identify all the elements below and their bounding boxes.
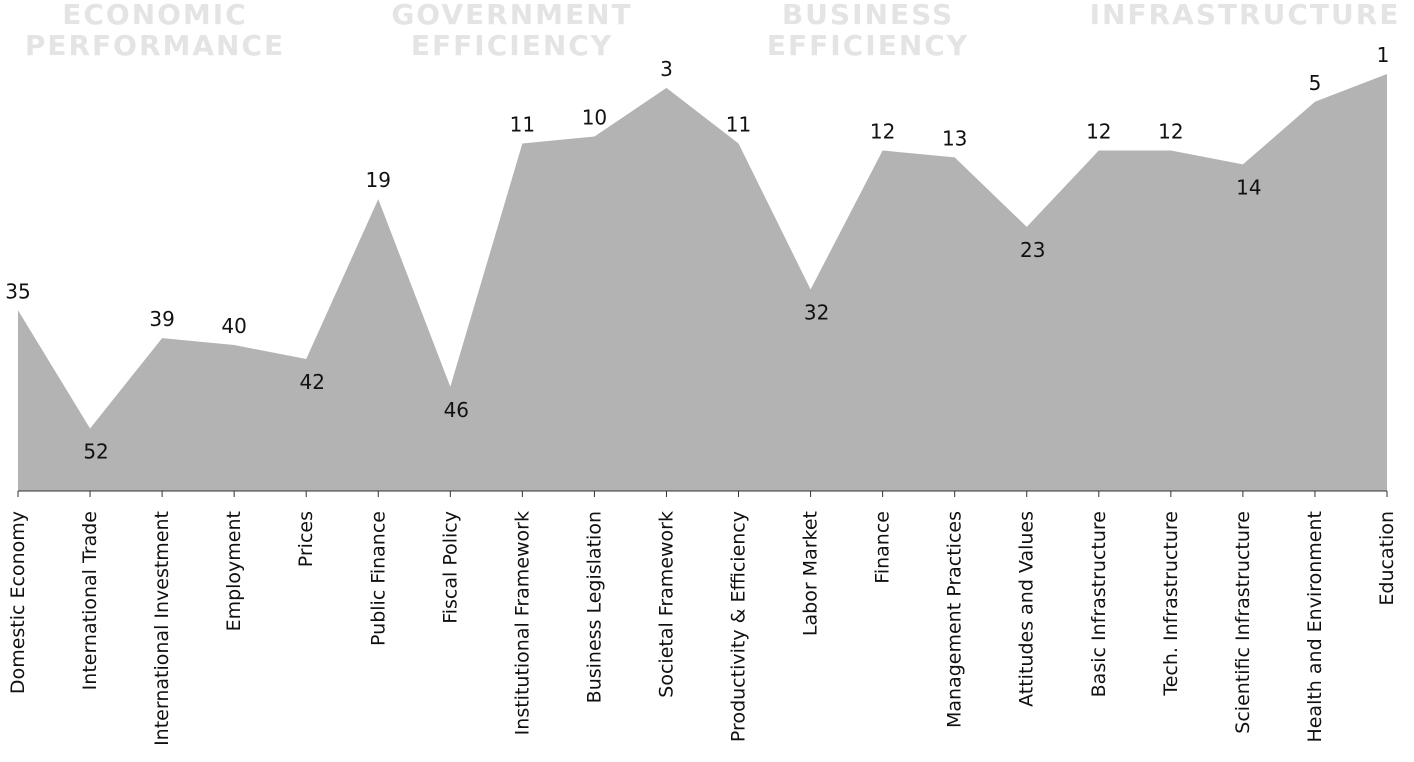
data-label: 5 <box>1309 71 1322 95</box>
category-label: Labor Market <box>800 511 822 636</box>
category-label: Employment <box>223 511 245 631</box>
x-axis <box>17 490 1388 497</box>
category-label: Institutional Framework <box>511 511 533 735</box>
category-label: Fiscal Policy <box>439 511 461 624</box>
area-series <box>18 74 1387 491</box>
group-title-1-line-2: PERFORMANCE <box>25 29 285 62</box>
data-label: 13 <box>942 126 967 150</box>
category-labels: Domestic Economy International Trade Inter… <box>7 511 1398 746</box>
data-label: 11 <box>510 113 535 137</box>
data-label: 46 <box>444 398 469 422</box>
category-label: International Trade <box>79 511 101 690</box>
data-label: 12 <box>1086 119 1111 143</box>
data-label: 23 <box>1020 238 1045 262</box>
data-label: 32 <box>804 300 829 324</box>
category-label: Domestic Economy <box>7 511 29 694</box>
data-label: 19 <box>366 168 391 192</box>
group-title-2-line-1: GOVERNMENT <box>391 0 632 31</box>
group-title-1-line-1: ECONOMIC <box>62 0 248 31</box>
data-label: 3 <box>660 57 673 81</box>
category-label: Prices <box>295 511 317 567</box>
group-title-3-line-1: BUSINESS <box>782 0 954 31</box>
group-title-4-line-1: INFRASTRUCTURE <box>1090 0 1401 31</box>
data-label: 10 <box>582 106 607 130</box>
data-labels: 35 52 39 40 42 19 46 11 10 3 11 32 12 13 23 12 12 14 5 1 <box>5 43 1389 463</box>
data-label: 39 <box>149 307 174 331</box>
data-label: 35 <box>5 279 30 303</box>
data-label: 42 <box>299 370 324 394</box>
area-plot <box>18 74 1387 491</box>
category-label: Finance <box>872 511 894 584</box>
category-label: Scientific Infrastructure <box>1232 511 1254 734</box>
category-label: Education <box>1376 511 1398 606</box>
category-label: Societal Framework <box>655 511 677 698</box>
data-label: 12 <box>1158 119 1183 143</box>
group-title-2-line-2: EFFICIENCY <box>411 29 613 62</box>
data-label: 12 <box>870 119 895 143</box>
data-label: 1 <box>1377 43 1390 67</box>
category-label: Health and Environment <box>1304 511 1326 743</box>
category-label: Business Legislation <box>583 511 605 703</box>
group-title-3-line-2: EFFICIENCY <box>767 29 969 62</box>
category-label: International Investment <box>151 511 173 746</box>
category-label: Tech. Infrastructure <box>1160 511 1182 697</box>
category-label: Basic Infrastructure <box>1088 511 1110 697</box>
data-label: 52 <box>83 439 108 463</box>
data-label: 14 <box>1236 175 1261 199</box>
data-label: 11 <box>726 113 751 137</box>
category-label: Productivity & Efficiency <box>728 511 750 742</box>
category-label: Attitudes and Values <box>1016 511 1038 707</box>
category-label: Public Finance <box>367 511 389 646</box>
group-titles: ECONOMICPERFORMANCEGOVERNMENTEFFICIENCYB… <box>25 0 1401 62</box>
data-label: 40 <box>221 314 246 338</box>
category-label: Management Practices <box>944 511 966 728</box>
